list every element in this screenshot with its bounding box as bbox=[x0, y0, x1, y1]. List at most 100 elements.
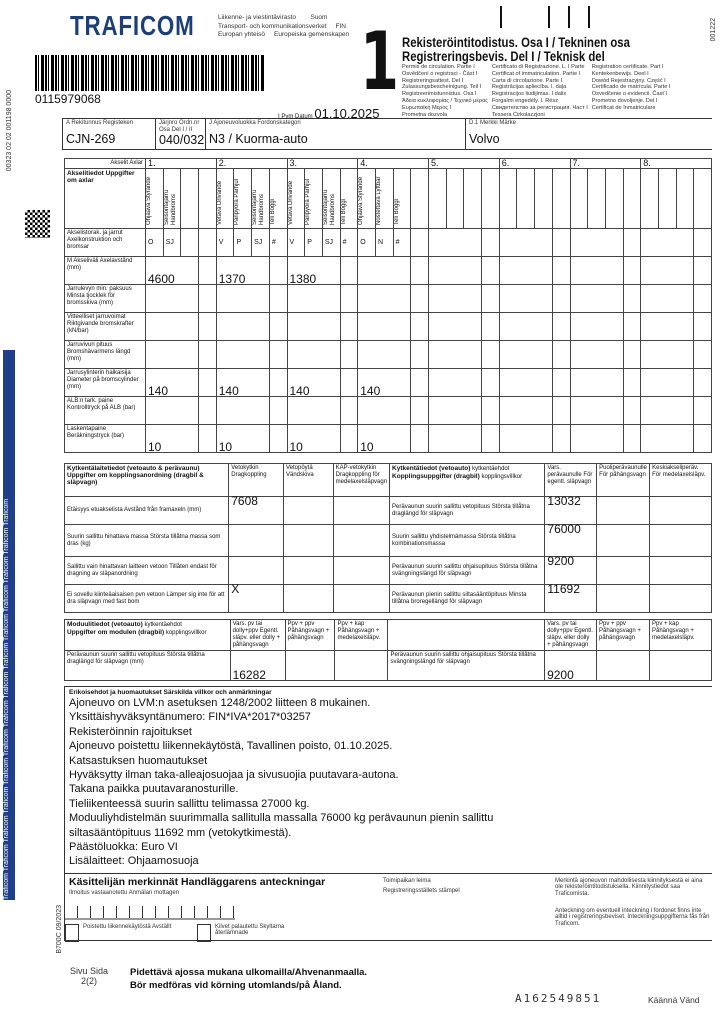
axle-value bbox=[693, 228, 712, 257]
translation: Certificado de matrícula. Parte I bbox=[591, 84, 671, 91]
checkbox-plates-returned[interactable]: Kilvet palautettu Skyltarna återlämnade bbox=[197, 923, 305, 942]
coupling-condition-value bbox=[596, 496, 651, 525]
axle-type-cell bbox=[551, 168, 571, 229]
axle-value bbox=[498, 396, 553, 425]
axle-row-label: Jarrusylinterin halkaisija Diameter på b… bbox=[64, 368, 146, 397]
mortgage-note-sv: Anteckning om eventuell inteckning i for… bbox=[555, 907, 710, 927]
notice-fi: Pidettävä ajossa mukana ulkomailla/Ahven… bbox=[130, 967, 368, 978]
axle-value bbox=[569, 256, 624, 285]
module-title-part: kytkentäehdot bbox=[144, 622, 182, 628]
agency-line: Transport- och kommunikationsverket FIN bbox=[218, 22, 346, 30]
coupling-value bbox=[282, 524, 334, 557]
coupling-value bbox=[332, 496, 391, 525]
coupling-row: Etäisyys etuakselista Avstånd från frama… bbox=[63, 495, 712, 525]
translation: Zulassungsbescheinigung. Teil I bbox=[402, 84, 482, 91]
axle-row-label: ALB:n tark. paine Kontrolltryck på ALB (… bbox=[64, 396, 146, 425]
document-body: Akselit Axlar 1. 2. 3. 4. 5. 6. 7. 8. Akselitiedo… bbox=[63, 158, 713, 942]
module-row: Perävaunun suurin sallittu vetopituus St… bbox=[64, 650, 713, 681]
axle-value bbox=[693, 256, 712, 285]
coupling-value: X bbox=[228, 583, 284, 613]
axle-value bbox=[498, 228, 553, 257]
axle-type-label: Nostettava Lyftbar bbox=[375, 176, 382, 225]
module-title-part: Uppgifter om modulen (dragbil) bbox=[67, 629, 165, 636]
axle-number-row: Akselit Axlar 1. 2. 3. 4. 5. 6. 7. 8. bbox=[64, 158, 712, 169]
axle-value: 140 bbox=[144, 368, 200, 397]
axle-number: 2. bbox=[215, 158, 288, 169]
axle-type-cell bbox=[516, 168, 536, 229]
axle-value bbox=[410, 396, 429, 425]
receiver-boxes[interactable] bbox=[65, 905, 235, 920]
page-indicator: Sivu Sida 2(2) bbox=[70, 966, 108, 986]
axle-value: O bbox=[357, 228, 376, 257]
coupling-value bbox=[332, 584, 391, 613]
registration-number: CJN-269 bbox=[66, 131, 116, 146]
axle-value bbox=[286, 312, 341, 341]
axle-type-cell bbox=[534, 168, 553, 229]
translation: Kentekenbewijs. Deel I bbox=[591, 70, 649, 77]
axle-value: 1380 bbox=[286, 256, 341, 285]
translation: Osvědčení o registraci - Část I bbox=[402, 70, 478, 77]
axle-value bbox=[693, 424, 712, 453]
axle-value bbox=[357, 396, 412, 425]
axle-value bbox=[498, 284, 553, 313]
axle-value bbox=[498, 368, 553, 397]
agency-line: Europan yhteisö Europeiska gemenskapen bbox=[218, 31, 350, 38]
coupling-condition-value bbox=[649, 496, 712, 525]
axle-value: P bbox=[233, 228, 253, 257]
checkbox-removed[interactable]: Poistettu liikennekäytöstä Avställt bbox=[65, 923, 183, 942]
axle-value bbox=[144, 340, 200, 369]
axle-value bbox=[640, 312, 695, 341]
order-number: 040/032 bbox=[159, 133, 205, 147]
module-condition-value bbox=[648, 650, 713, 681]
coupling-condition-value bbox=[596, 584, 651, 613]
translation: Carta di circolazione. Parte I bbox=[491, 77, 563, 84]
axle-value: 10 bbox=[286, 424, 341, 453]
date-value: 01.10.2025 bbox=[314, 106, 380, 121]
axle-type-cell bbox=[587, 168, 606, 229]
translation: Registreringsattest. Del I bbox=[402, 77, 464, 84]
axle-value bbox=[569, 284, 624, 313]
coupling-value: 7608 bbox=[228, 495, 284, 525]
coupling-condition-value: 13032 bbox=[544, 495, 598, 525]
axle-number: 7. bbox=[569, 158, 642, 169]
axle-header-label: Akselit Axlar bbox=[64, 158, 146, 169]
module-spacer bbox=[387, 619, 546, 651]
axle-value bbox=[180, 228, 200, 257]
axle-value: 140 bbox=[215, 368, 270, 397]
coupling-column: Vetokytkin Dragkoppling bbox=[228, 463, 284, 497]
axle-type-label: Teli Boggi bbox=[340, 198, 347, 225]
translation: Osvedčenie o evidencii. Časť I bbox=[591, 91, 668, 98]
axle-value: # bbox=[268, 228, 288, 257]
title-sv: Registreringsbevis. Del I / Teknisk del bbox=[402, 49, 605, 64]
translation: Dowód Rejestracyjny. Część I bbox=[591, 77, 666, 84]
part-number: 1 bbox=[360, 15, 399, 108]
module-condition-label: Perävaunun suurin sallittu ohjaisupituus… bbox=[387, 650, 546, 681]
module-condition-value: 9200 bbox=[544, 650, 598, 681]
axle-value: V bbox=[286, 228, 306, 257]
axle-row: Laskentapaine Beräkningstryck (bar) 10 10 1… bbox=[64, 424, 712, 453]
axle-type-cell: Ohjaava Styrande bbox=[145, 168, 164, 229]
remark-line: Hyväksytty ilman taka-alleajosuojaa ja s… bbox=[69, 769, 399, 782]
axle-value bbox=[622, 312, 642, 341]
axle-value bbox=[569, 396, 624, 425]
axle-value bbox=[339, 424, 359, 453]
axle-value bbox=[551, 424, 571, 453]
coupling-value bbox=[282, 496, 334, 525]
coupling-condition-label: Perävaunun suurin sallittu vetopituus St… bbox=[389, 496, 546, 525]
module-column: Vars. pv tai dolly+ppv Egentl. släpv. el… bbox=[229, 619, 286, 651]
axle-value bbox=[286, 340, 341, 369]
axle-value bbox=[410, 228, 429, 257]
axle-value bbox=[198, 284, 217, 313]
date-field: I Pvm Datum 01.10.2025 bbox=[278, 106, 379, 121]
remark-line: Takana paikka puutavaranosturille. bbox=[69, 783, 239, 796]
module-column: Ppv + kap Påhängsvagn + medelaxelsläpv. bbox=[334, 619, 389, 651]
translation: Certificat of immatriculation. Partie I bbox=[491, 70, 581, 77]
axle-row-label: Laskentapaine Beräkningstryck (bar) bbox=[64, 424, 146, 453]
module-column: Ppv + ppv Påhängsvagn + påhängsvagn bbox=[284, 619, 336, 651]
axle-type-label: Vetävä Drivande bbox=[216, 180, 223, 225]
axle-type-cell: Teli Boggi bbox=[339, 168, 359, 229]
coupling-condition-value bbox=[596, 556, 651, 585]
axle-type-cell bbox=[675, 168, 695, 229]
axle-value bbox=[498, 340, 553, 369]
coupling-label: Suurin sallittu hinattava massa Största … bbox=[63, 524, 230, 557]
